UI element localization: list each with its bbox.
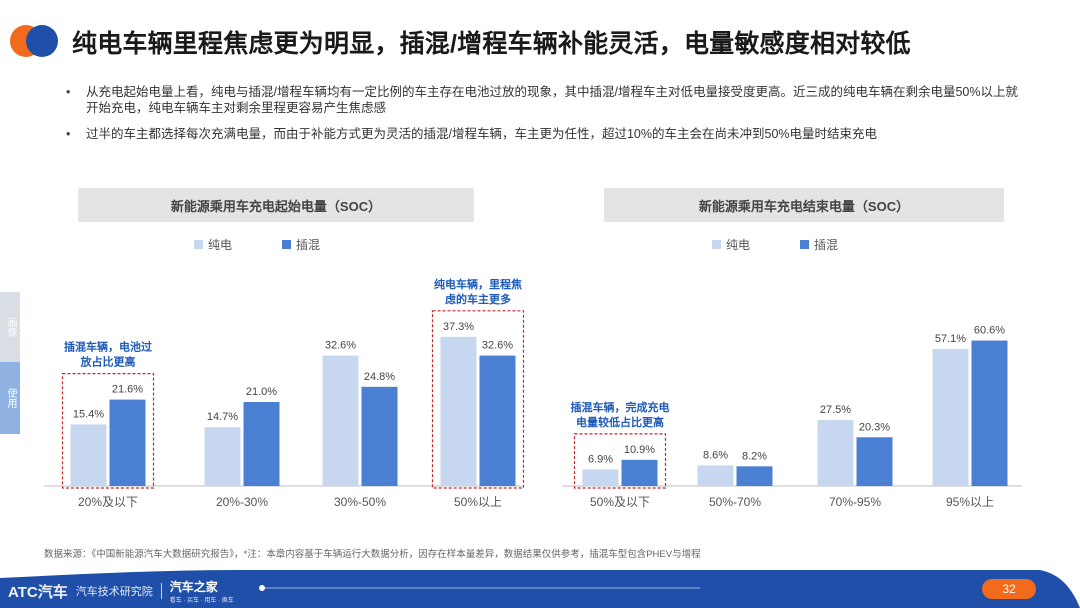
brand-autohome-name: 汽车之家: [169, 580, 218, 594]
legend-label: 纯电: [208, 238, 233, 252]
bullet-item: 从充电起始电量上看，纯电与插混/增程车辆均有一定比例的车主存在电池过放的现象，其…: [66, 84, 1026, 116]
brand-institute: 汽车技术研究院: [75, 586, 153, 598]
data-label: 21.6%: [112, 384, 143, 396]
legend-item-ev: 纯电: [194, 236, 232, 253]
data-label: 24.8%: [364, 371, 395, 383]
data-label: 21.0%: [246, 386, 277, 398]
annotation-text: 纯电车辆，里程焦: [434, 277, 522, 291]
data-source-footnote: 数据来源：《中国新能源汽车大数据研究报告》，*注：本章内容基于车辆运行大数据分析…: [44, 549, 701, 560]
bar-phev: [621, 459, 658, 486]
data-label: 27.5%: [820, 404, 851, 416]
legend-item-phev: 插混: [800, 236, 838, 253]
legend-label: 插混: [296, 238, 321, 252]
data-label: 14.7%: [207, 411, 238, 423]
data-label: 20.3%: [859, 421, 890, 433]
highlight-box: [431, 310, 525, 489]
data-label: 6.9%: [588, 453, 613, 465]
bar-ev: [322, 355, 359, 486]
highlight-box: [573, 433, 667, 489]
bar-ev: [697, 465, 734, 486]
bar-ev: [204, 427, 241, 486]
legend-item-phev: 插混: [282, 236, 320, 253]
annotation-text: 插混车辆，电池过: [64, 340, 152, 354]
annotation-text: 插混车辆，完成充电: [571, 400, 670, 414]
bullet-list: 从充电起始电量上看，纯电与插混/增程车辆均有一定比例的车主存在电池过放的现象，其…: [66, 84, 1026, 152]
data-label: 32.6%: [482, 340, 513, 352]
bar-phev: [736, 466, 773, 486]
tick-label: 50%及以下: [590, 495, 650, 509]
blue-circle-icon: [26, 25, 58, 57]
side-tab-portrait[interactable]: 画像: [0, 292, 20, 362]
legend-label: 纯电: [726, 238, 751, 252]
legend-swatch-phev: [800, 240, 810, 249]
data-label: 60.6%: [974, 325, 1005, 337]
bar-phev: [243, 402, 280, 486]
bar-phev: [971, 340, 1008, 486]
bar-ev: [932, 348, 969, 486]
bar-phev: [479, 355, 516, 486]
data-label: 15.4%: [73, 408, 104, 420]
brand-autohome: 汽车之家 看车 · 买车 · 用车 · 换车: [170, 578, 234, 604]
brand-logo-mark: [10, 24, 58, 58]
annotation-text: 虑的车主更多: [445, 292, 511, 306]
page-title: 纯电车辆里程焦虑更为明显，插混/增程车辆补能灵活，电量敏感度相对较低: [72, 30, 911, 58]
footer-band: [0, 570, 1080, 608]
legend-swatch-ev: [712, 240, 721, 249]
bar-ev: [440, 336, 477, 486]
bullet-item: 过半的车主都选择每次充满电量，而由于补能方式更为灵活的插混/增程车辆，车主更为任…: [66, 126, 1026, 142]
footer-brand: ATC汽车 汽车技术研究院 汽车之家 看车 · 买车 · 用车 · 换车: [8, 578, 234, 604]
chart-title-start-soc: 新能源乘用车充电起始电量（SOC）: [78, 188, 474, 222]
brand-logo-text: ATC汽车: [8, 583, 68, 601]
legend-label: 插混: [814, 238, 839, 252]
chart-title-end-soc: 新能源乘用车充电结束电量（SOC）: [604, 188, 1004, 222]
tick-label: 70%-95%: [829, 495, 881, 509]
side-tabs: 画像 使用: [0, 292, 20, 434]
bar-ev: [582, 469, 619, 486]
side-tab-usage[interactable]: 使用: [0, 362, 20, 434]
tick-label: 30%-50%: [334, 495, 386, 509]
bar-phev: [361, 386, 398, 486]
data-label: 8.2%: [742, 450, 767, 462]
bar-charts: 15.4% 21.6% 20%及以下 14.7% 21.0% 20%-30% 32.6% 24…: [44, 277, 1022, 509]
data-label: 37.3%: [443, 321, 474, 333]
legend-swatch-phev: [282, 240, 292, 249]
bar-phev: [856, 437, 893, 486]
annotation-text: 放占比更高: [80, 355, 136, 369]
tick-label: 50%以上: [454, 495, 502, 509]
legend-item-ev: 纯电: [712, 236, 750, 253]
highlight-box: [61, 373, 155, 489]
data-label: 32.6%: [325, 340, 356, 352]
legend-start-soc: 纯电 插混: [194, 236, 320, 253]
data-label: 8.6%: [703, 449, 728, 461]
page-number: 32: [982, 579, 1036, 599]
data-label: 57.1%: [935, 333, 966, 345]
side-tab-label: 使用: [5, 388, 16, 408]
annotation-text: 电量较低占比更高: [576, 415, 664, 429]
brand-tagline: 看车 · 买车 · 用车 · 换车: [169, 598, 234, 604]
bar-ev: [70, 424, 107, 486]
brand-divider: [160, 583, 162, 599]
tick-label: 95%以上: [946, 495, 994, 509]
side-tab-label: 画像: [5, 317, 16, 337]
legend-swatch-ev: [194, 240, 203, 249]
data-label: 10.9%: [624, 444, 655, 456]
bar-phev: [109, 399, 146, 486]
bar-ev: [817, 420, 854, 486]
tick-label: 20%及以下: [78, 495, 138, 509]
tick-label: 20%-30%: [216, 495, 268, 509]
tick-label: 50%-70%: [709, 495, 761, 509]
legend-end-soc: 纯电 插混: [712, 236, 838, 253]
